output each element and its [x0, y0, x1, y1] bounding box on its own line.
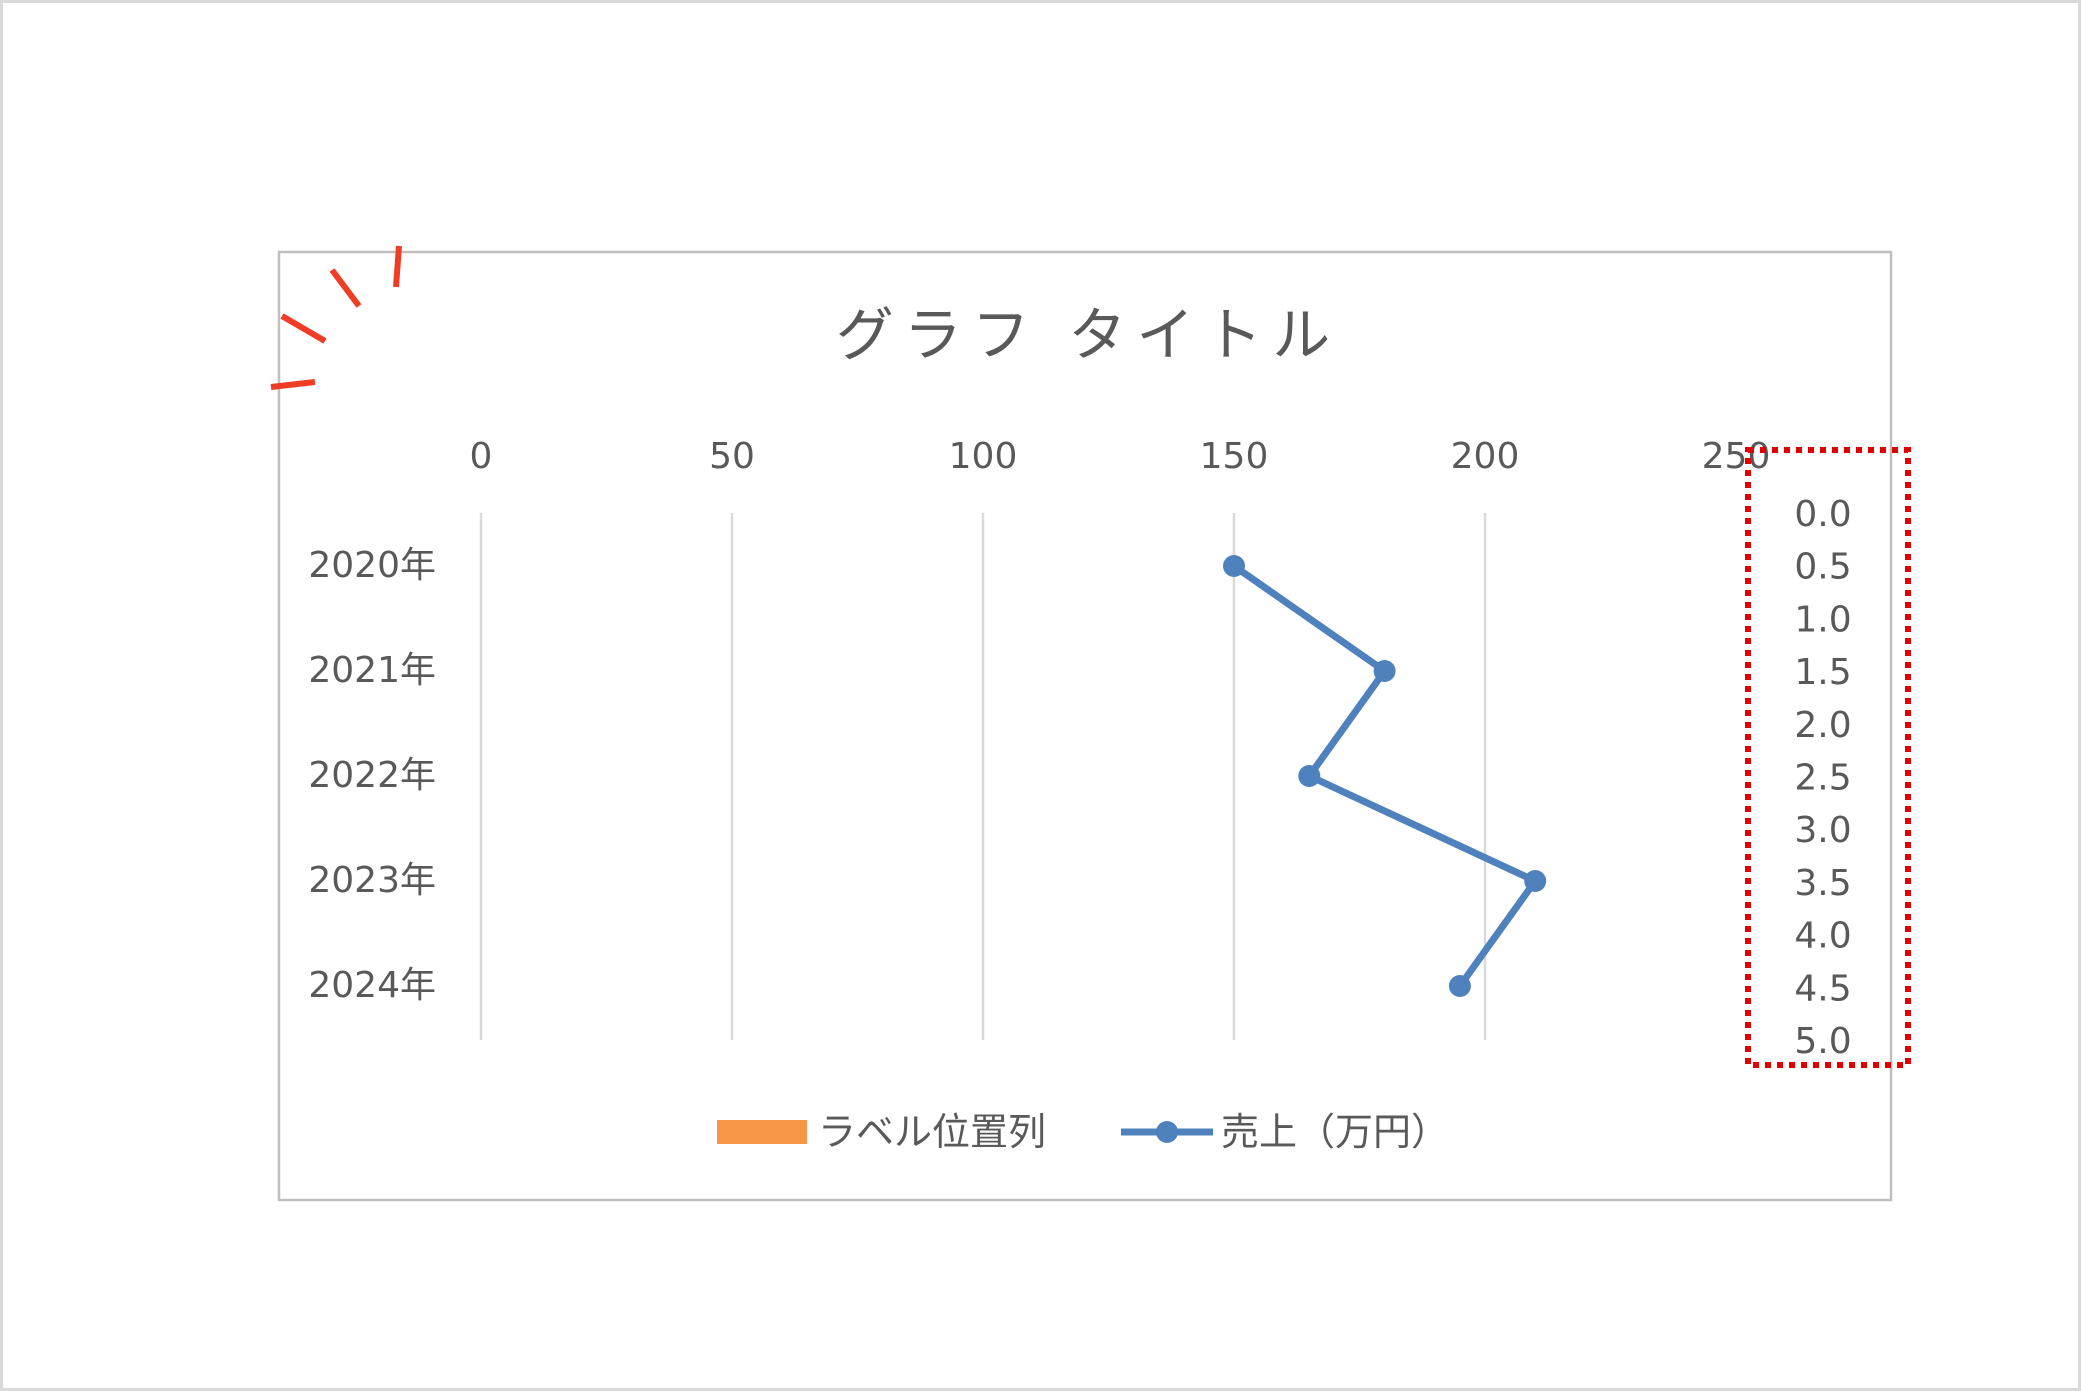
secondary-axis: 0.0 0.5 1.0 1.5 2.0 2.5 3.0 3.5 4.0 4.5 5.0	[1794, 494, 1851, 1062]
value-tick-label: 50	[709, 436, 755, 477]
legend-swatch-marker	[1156, 1121, 1178, 1143]
value-tick-label: 0	[470, 436, 493, 477]
category-label: 2020年	[308, 545, 436, 586]
legend-label-bar: ラベル位置列	[818, 1110, 1046, 1154]
sparkle-stroke	[393, 245, 402, 288]
secondary-tick-label: 4.0	[1794, 916, 1851, 957]
category-label: 2021年	[308, 650, 436, 691]
data-point-marker	[1448, 975, 1471, 997]
sparkle-decoration	[270, 245, 402, 390]
secondary-tick-label: 1.0	[1794, 599, 1851, 640]
secondary-tick-label: 1.5	[1794, 652, 1851, 693]
value-tick-label: 150	[1200, 436, 1269, 477]
category-label: 2023年	[308, 860, 436, 901]
secondary-tick-label: 4.5	[1794, 968, 1851, 1009]
category-label: 2022年	[308, 755, 436, 796]
data-point-marker	[1298, 765, 1321, 787]
legend-label-line: 売上（万円）	[1221, 1110, 1449, 1154]
value-tick-label: 100	[949, 436, 1018, 477]
legend: ラベル位置列 売上（万円）	[717, 1110, 1449, 1154]
value-tick-label: 200	[1451, 436, 1520, 477]
secondary-tick-label: 0.0	[1794, 494, 1851, 535]
chart-title: グラフ タイトル	[836, 301, 1340, 369]
secondary-tick-label: 3.5	[1794, 863, 1851, 904]
value-axis-ticks: 0 50 100 150 200 250	[470, 436, 1771, 477]
secondary-tick-label: 3.0	[1794, 810, 1851, 851]
data-point-marker	[1524, 870, 1547, 892]
chart-area-border	[277, 250, 1893, 1202]
chart-svg: グラフ タイトル 0 50 100 150 200 250 2020年 2021年 2022年…	[270, 245, 1911, 1202]
legend-swatch-bar	[717, 1120, 807, 1144]
secondary-tick-label: 2.5	[1794, 758, 1851, 799]
sparkle-stroke	[270, 379, 316, 390]
data-point-marker	[1223, 555, 1245, 577]
secondary-tick-label: 2.0	[1794, 705, 1851, 746]
secondary-axis-highlight-box	[1745, 447, 1911, 1068]
sparkle-stroke	[329, 268, 362, 308]
sparkle-stroke	[280, 313, 327, 344]
series-markers	[1223, 555, 1547, 997]
category-axis: 2020年 2021年 2022年 2023年 2024年	[308, 545, 436, 1006]
data-point-marker	[1373, 660, 1396, 682]
value-tick-label: 250	[1702, 436, 1771, 477]
secondary-tick-label: 0.5	[1794, 547, 1851, 588]
category-label: 2024年	[308, 965, 436, 1006]
secondary-tick-label: 5.0	[1794, 1021, 1851, 1062]
